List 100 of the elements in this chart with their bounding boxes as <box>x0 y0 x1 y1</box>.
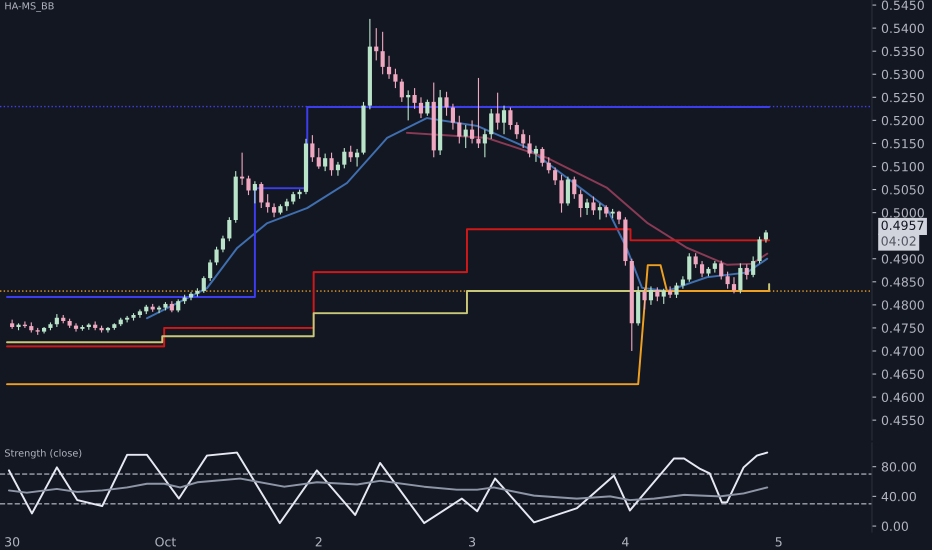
candlestick <box>584 198 590 216</box>
y-tick-label: 40.00 <box>882 492 916 502</box>
candlestick <box>546 156 551 174</box>
y-tick-label: 0.5300 <box>882 70 924 80</box>
candlestick <box>68 318 72 328</box>
y-tick-label: 0.4900 <box>882 254 924 264</box>
candlestick <box>10 319 14 330</box>
candlestick <box>336 161 340 176</box>
candlestick <box>170 300 174 313</box>
y-tick-label: 0.4750 <box>882 323 924 333</box>
candlestick <box>220 235 226 253</box>
candlestick <box>246 175 251 196</box>
candlestick <box>496 92 500 130</box>
y-tick-label: 0.4800 <box>882 300 924 310</box>
candlestick <box>674 282 679 298</box>
candlestick <box>380 31 385 75</box>
candlestick <box>502 105 506 135</box>
candlestick <box>642 288 647 310</box>
text: Strength (close) <box>5 449 82 459</box>
y-tick-label: 0.5150 <box>882 138 924 148</box>
candlestick <box>348 145 353 162</box>
candlestick <box>227 216 232 242</box>
candlestick <box>764 230 768 244</box>
candlestick <box>374 28 378 61</box>
candlestick <box>214 246 219 266</box>
candlestick <box>450 103 455 130</box>
candlestick <box>240 152 244 186</box>
y-tick-label: 0.4700 <box>882 346 924 356</box>
candlestick <box>202 276 206 294</box>
x-tick-label: 3 <box>469 537 476 547</box>
candlestick <box>757 236 762 264</box>
candlestick <box>604 204 608 218</box>
candlestick <box>566 176 570 206</box>
y-tick-label: 0.5200 <box>882 116 924 126</box>
candlestick <box>386 55 392 80</box>
candlestick <box>329 152 334 176</box>
x-tick-label: Oct <box>155 537 176 547</box>
candlestick <box>54 314 59 328</box>
y-tick-label: 80.00 <box>882 462 916 472</box>
candlestick <box>266 194 270 214</box>
text: 04:02 <box>882 236 916 246</box>
annotation: HA-MS_BB <box>5 2 54 12</box>
candlestick <box>278 204 283 216</box>
candlestick <box>751 256 756 278</box>
candlestick <box>144 304 148 315</box>
candlestick <box>291 191 296 205</box>
candlestick <box>559 174 564 214</box>
y-tick-label: 0.5000 <box>882 208 924 218</box>
candlestick <box>470 120 474 144</box>
candlestick <box>310 134 314 162</box>
candlestick <box>521 129 526 149</box>
candlestick <box>662 288 666 304</box>
candlestick <box>272 202 276 218</box>
candlestick <box>687 252 692 282</box>
x-tick-label: 2 <box>316 537 322 546</box>
candlestick <box>738 262 742 294</box>
y-tick-label: 0.5400 <box>882 24 924 34</box>
candlestick <box>316 147 321 170</box>
candlestick <box>464 124 468 149</box>
candlestick <box>457 115 462 144</box>
candlestick <box>540 146 544 168</box>
candlestick <box>648 286 654 306</box>
candlestick <box>482 129 487 158</box>
candlestick <box>182 294 187 304</box>
candlestick <box>744 264 749 280</box>
candlestick <box>208 259 212 282</box>
candlestick <box>400 78 404 102</box>
candlestick <box>534 145 538 162</box>
y-tick-label: 0.4650 <box>882 370 924 379</box>
candlestick <box>572 176 576 200</box>
candlestick <box>732 276 736 294</box>
candlestick <box>668 286 672 298</box>
candlestick <box>706 266 711 277</box>
candlestick <box>553 166 558 186</box>
text: 0.4957 <box>882 220 924 230</box>
candlestick <box>342 147 346 169</box>
x-tick-label: 4 <box>622 537 629 546</box>
candlestick <box>680 276 685 290</box>
candlestick <box>284 198 289 212</box>
y-tick-label: 0.4550 <box>882 416 924 426</box>
y-tick-label: 0.5250 <box>882 92 924 102</box>
candlestick <box>355 148 360 168</box>
candlestick <box>610 208 615 219</box>
y-tick-label: 0.00 <box>882 522 908 531</box>
candlestick <box>412 88 417 110</box>
candlestick <box>591 196 596 216</box>
y-tick-label: 0.5450 <box>882 0 924 10</box>
candlestick <box>252 180 257 204</box>
candlestick <box>598 202 602 220</box>
candlestick <box>578 189 583 218</box>
y-tick-label: 0.5050 <box>882 185 924 194</box>
y-tick-label: 0.5100 <box>882 162 924 172</box>
candlestick <box>508 106 512 130</box>
candlestick <box>29 322 34 334</box>
candlestick <box>726 271 730 290</box>
candlestick <box>323 153 328 172</box>
candlestick <box>719 260 724 280</box>
candlestick <box>444 91 449 116</box>
candlestick <box>425 99 430 116</box>
candlestick <box>476 77 481 149</box>
